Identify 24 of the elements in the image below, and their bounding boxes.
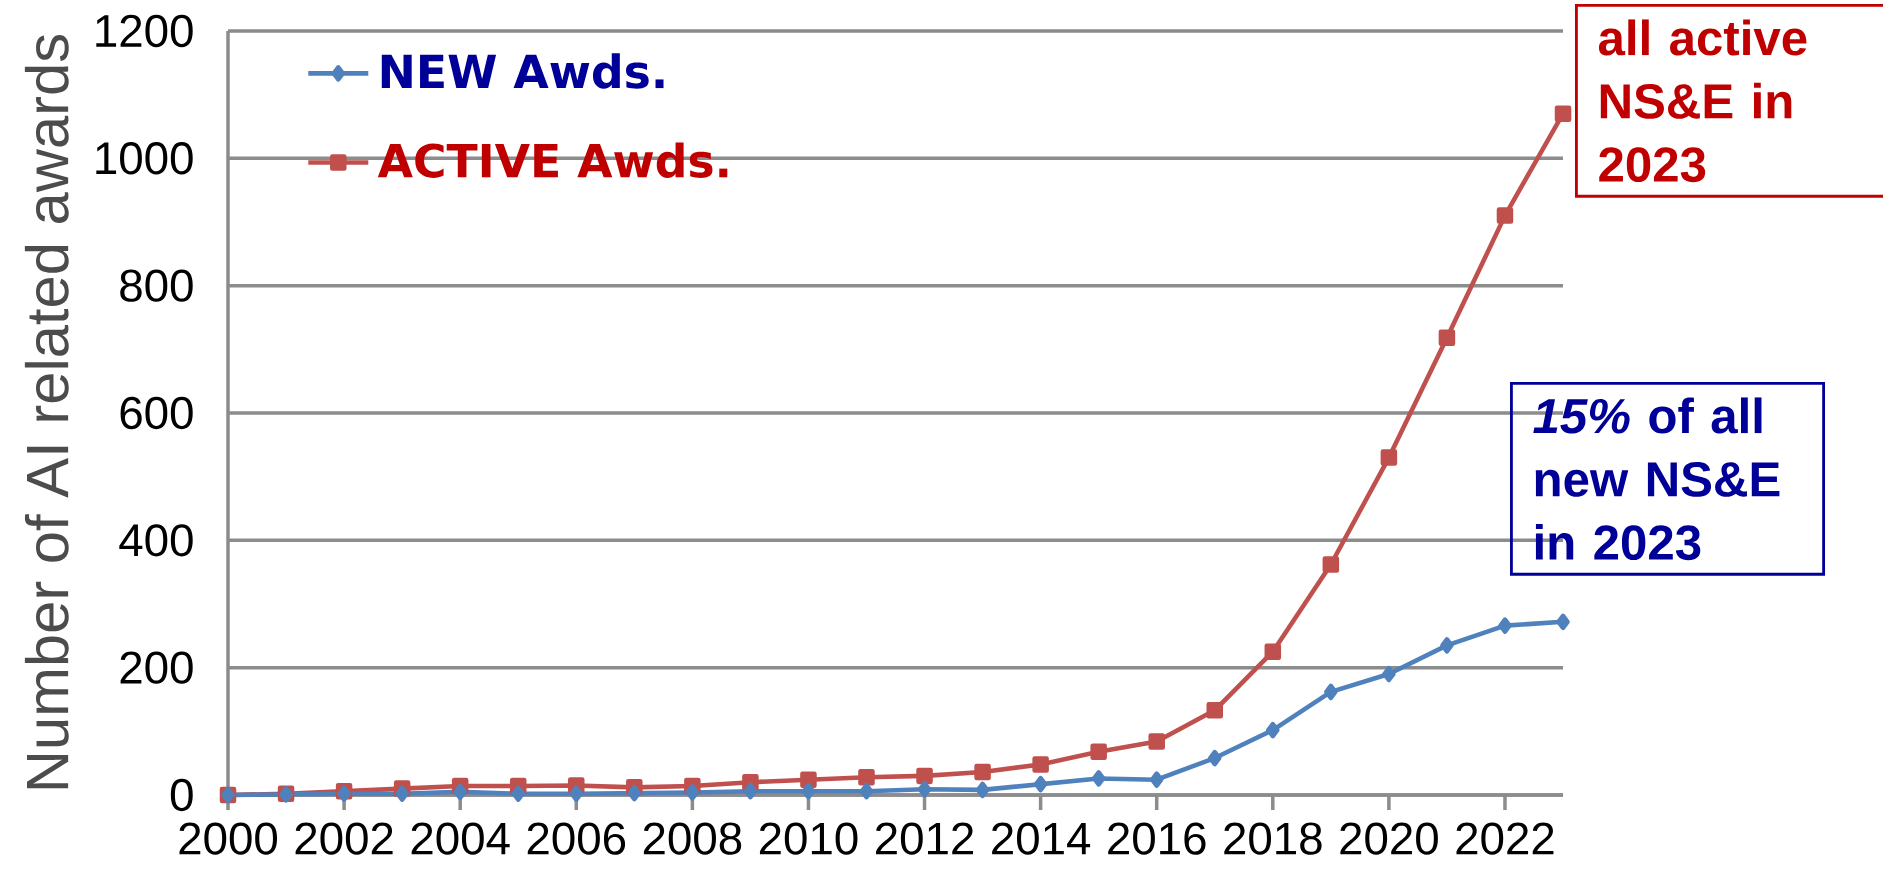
y-tick-label: 1000 bbox=[96, 142, 193, 175]
y-axis-title: Number of AI related awards bbox=[24, 35, 69, 789]
annotation: 15% of all new NS&E in 2023 bbox=[1533, 397, 1780, 561]
x-tick-label: 2004 bbox=[411, 822, 510, 855]
x-tick-label: 2022 bbox=[1456, 822, 1554, 855]
x-tick-label: 2014 bbox=[992, 822, 1091, 855]
x-tick-label: 2002 bbox=[295, 822, 393, 855]
x-tick-label: 2012 bbox=[876, 822, 974, 855]
x-tick-label: 2016 bbox=[1108, 822, 1206, 855]
x-tick-label: 2008 bbox=[643, 822, 742, 855]
x-tick-label: 2020 bbox=[1340, 822, 1438, 855]
y-tick-label: 1200 bbox=[96, 14, 193, 48]
y-tick-label: 400 bbox=[119, 524, 193, 557]
y-tick-label: 600 bbox=[120, 396, 193, 430]
x-tick-label: 2010 bbox=[759, 822, 858, 855]
legend-label: ACTIVE Awds. bbox=[377, 142, 728, 178]
x-tick-label: 2018 bbox=[1224, 822, 1322, 855]
legend-label: NEW Awds. bbox=[381, 53, 664, 89]
y-tick-label: 800 bbox=[120, 269, 193, 302]
x-tick-label: 2000 bbox=[179, 822, 278, 855]
x-tick-label: 2006 bbox=[527, 822, 626, 855]
y-tick-label: 0 bbox=[170, 778, 193, 812]
y-tick-label: 200 bbox=[120, 651, 193, 684]
text: all active NS&E in 2023 bbox=[1598, 19, 1807, 183]
